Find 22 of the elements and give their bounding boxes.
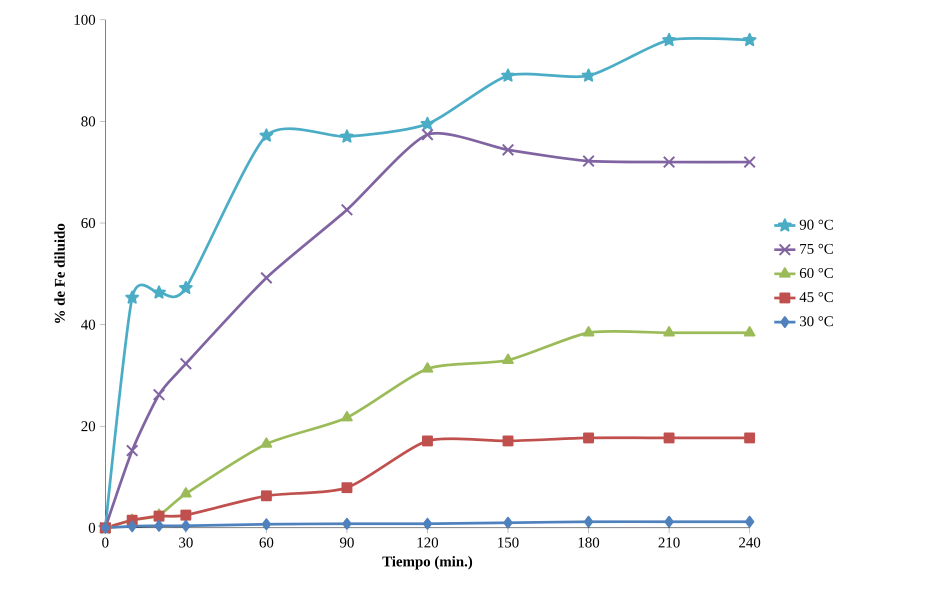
y-tick-label: 80 (81, 116, 96, 127)
y-axis-title: % de Fe diluido (54, 224, 65, 324)
y-tick-label: 20 (81, 421, 96, 432)
x-tick-label: 240 (739, 538, 760, 548)
x-tick-label: 30 (179, 538, 193, 548)
x-tick-label: 90 (340, 538, 354, 548)
x-tick-label: 120 (418, 538, 438, 548)
legend-label: 75 °C (800, 244, 833, 254)
y-tick-label: 60 (81, 218, 96, 228)
x-tick-label: 60 (260, 538, 274, 548)
legend-label: 30 °C (800, 316, 833, 326)
y-tick-label: 100 (74, 15, 96, 26)
x-axis-title: Tiempo (min.) (382, 556, 472, 570)
x-tick-label: 210 (658, 538, 680, 548)
legend-label: 45 °C (800, 292, 833, 302)
legend-label: 90 °C (800, 220, 833, 230)
x-tick-label: 180 (578, 538, 600, 548)
y-tick-label: 0 (88, 523, 96, 534)
x-tick-label: 0 (102, 538, 108, 548)
y-tick-label: 40 (81, 320, 96, 330)
legend-label: 60 °C (800, 268, 833, 278)
x-tick-label: 150 (498, 538, 519, 548)
